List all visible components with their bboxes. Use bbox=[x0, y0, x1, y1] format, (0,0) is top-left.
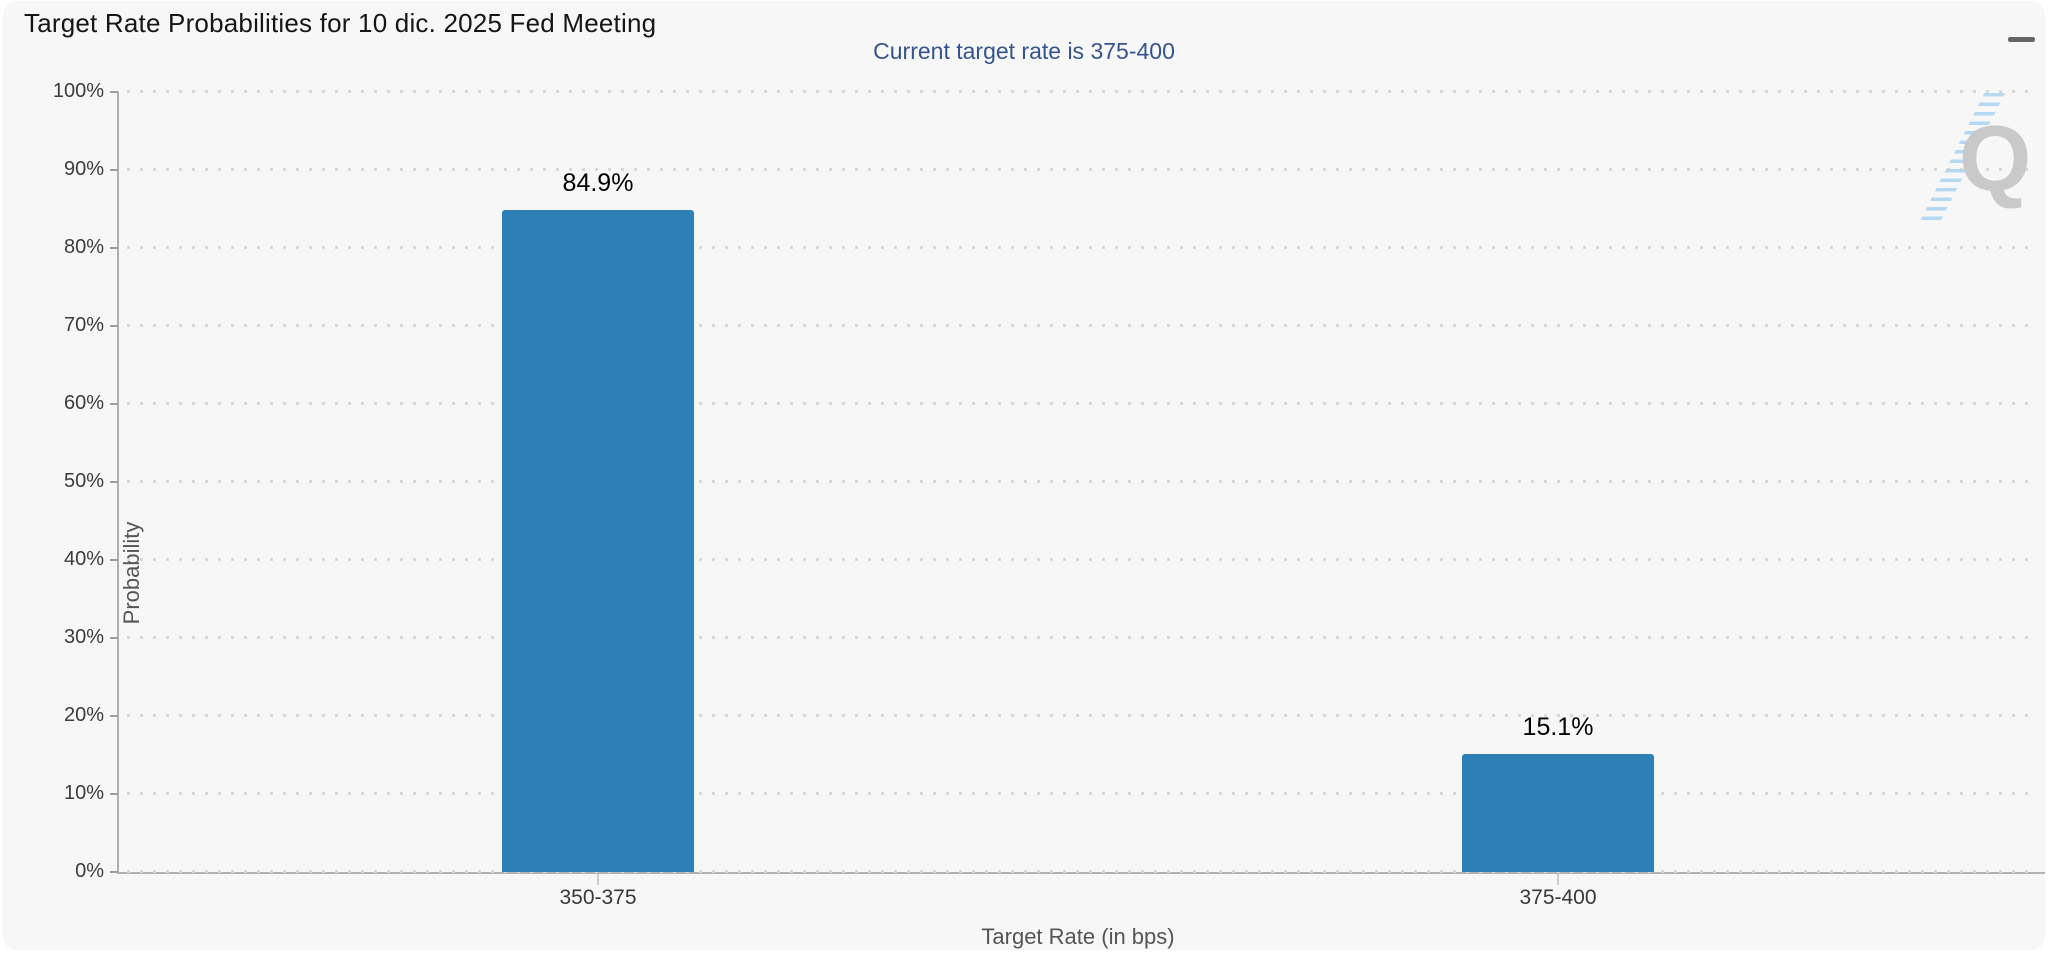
chart-subtitle: Current target rate is 375-400 bbox=[873, 38, 1175, 64]
y-axis-label: 80% bbox=[63, 236, 104, 259]
y-axis-tick bbox=[110, 169, 118, 171]
chart-context-menu-button[interactable] bbox=[1991, 15, 2035, 45]
x-axis-title: Target Rate (in bps) bbox=[981, 924, 1175, 949]
y-gridline bbox=[127, 480, 2034, 483]
x-category-label: 375-400 bbox=[1519, 886, 1597, 909]
y-axis-tick bbox=[110, 559, 118, 561]
y-axis-tick bbox=[110, 403, 118, 405]
y-axis-label: 10% bbox=[63, 782, 104, 805]
y-axis-tick bbox=[110, 247, 118, 249]
y-gridline bbox=[127, 168, 2034, 171]
y-axis-label: 0% bbox=[75, 860, 104, 883]
probability-bar-375-400[interactable] bbox=[1462, 754, 1654, 872]
y-axis-label: 20% bbox=[63, 704, 104, 727]
bar-value-label: 84.9% bbox=[562, 168, 634, 197]
x-axis-tick bbox=[1557, 874, 1559, 885]
y-gridline bbox=[127, 90, 2034, 93]
y-gridline bbox=[127, 792, 2034, 795]
y-axis-label: 70% bbox=[63, 314, 104, 337]
y-axis-label: 90% bbox=[63, 158, 104, 181]
y-gridline bbox=[127, 324, 2034, 327]
y-axis-tick bbox=[110, 481, 118, 483]
y-gridline bbox=[127, 870, 2034, 873]
y-axis-label: 30% bbox=[63, 626, 104, 649]
y-axis-tick bbox=[110, 325, 118, 327]
y-gridline bbox=[127, 246, 2034, 249]
y-axis-title: Probability bbox=[119, 521, 144, 625]
x-category-label: 350-375 bbox=[559, 886, 637, 909]
y-axis-label: 60% bbox=[63, 392, 104, 415]
y-axis-tick bbox=[110, 793, 118, 795]
y-gridline bbox=[127, 714, 2034, 717]
chart-title: Target Rate Probabilities for 10 dic. 20… bbox=[24, 8, 657, 38]
chart-card: Target Rate Probabilities for 10 dic. 20… bbox=[3, 1, 2045, 950]
plot-area: Probability Target Rate (in bps) 0% 10% 20… bbox=[53, 80, 2045, 949]
y-axis-line bbox=[117, 92, 119, 872]
y-axis-tick bbox=[110, 637, 118, 639]
y-axis-label: 40% bbox=[63, 548, 104, 571]
y-gridline bbox=[127, 636, 2034, 639]
y-axis-label: 50% bbox=[63, 470, 104, 493]
y-axis-tick bbox=[110, 871, 118, 873]
bar-value-label: 15.1% bbox=[1522, 713, 1594, 742]
probability-bar-350-375[interactable] bbox=[502, 209, 694, 872]
x-axis-tick bbox=[597, 874, 599, 885]
y-axis-tick bbox=[110, 91, 118, 93]
y-gridline bbox=[127, 402, 2034, 405]
y-axis-label: 100% bbox=[52, 80, 104, 103]
y-gridline bbox=[127, 558, 2034, 561]
y-axis-tick bbox=[110, 715, 118, 717]
